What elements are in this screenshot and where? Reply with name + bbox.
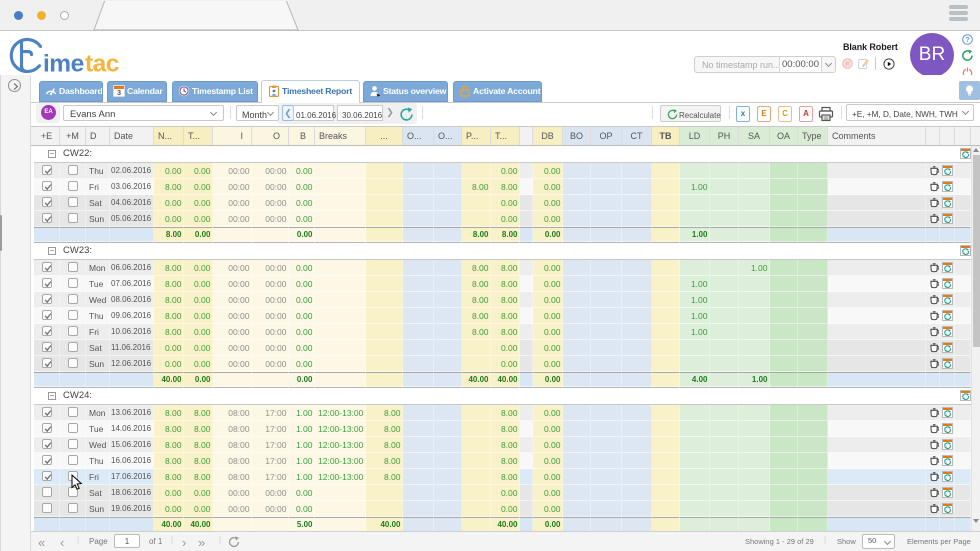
svg-text:3: 3 — [117, 90, 121, 97]
svg-text:?: ? — [965, 35, 970, 44]
svg-text:tac: tac — [85, 51, 119, 76]
svg-text:ime: ime — [43, 51, 84, 76]
